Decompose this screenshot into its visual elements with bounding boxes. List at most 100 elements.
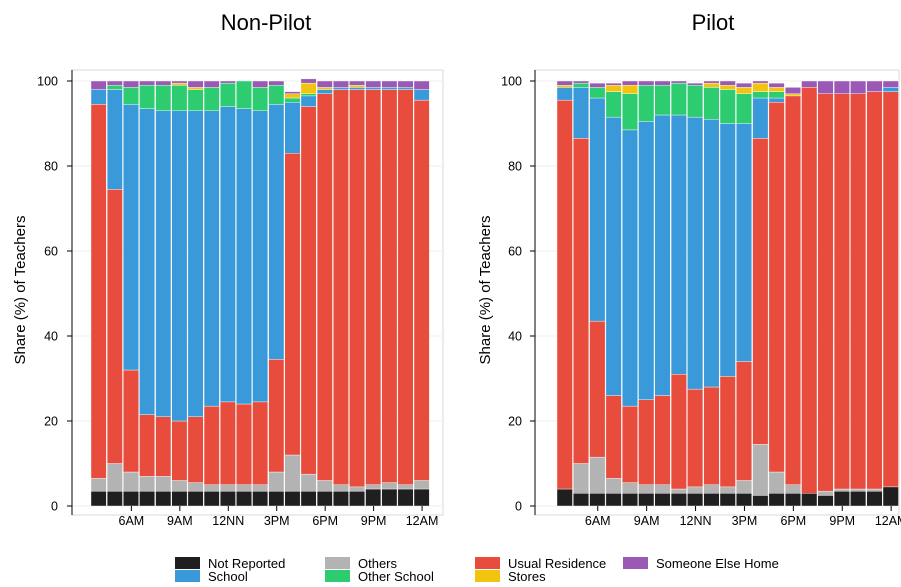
non-pilot-bar-segment-school: [187, 110, 204, 417]
pilot-bar-segment-not-reported: [605, 493, 622, 507]
non-pilot-bar-segment-other-school: [284, 97, 301, 103]
legend-swatch-other-school: [325, 570, 350, 582]
pilot-bar-segment-stores: [622, 85, 638, 94]
non-pilot-bar-segment-not-reported: [155, 490, 172, 507]
pilot-bar-segment-others: [719, 486, 736, 494]
non-pilot-bar-segment-someone-else-home: [106, 80, 123, 86]
non-pilot-bar-segment-other-school: [106, 85, 123, 90]
legend-label-others: Others: [358, 556, 398, 571]
pilot-bar-segment-others: [589, 456, 606, 494]
non-pilot-bar-segment-others: [381, 482, 398, 490]
pilot-bar-segment-someone-else-home: [801, 80, 818, 88]
pilot-bar-segment-others: [670, 488, 687, 494]
pilot-bar-segment-usual-residence: [768, 102, 785, 473]
pilot-bar-segment-stores: [785, 93, 801, 97]
non-pilot-bar-segment-not-reported: [300, 490, 317, 507]
pilot-bar-segment-someone-else-home: [687, 82, 704, 86]
pilot-bar-segment-someone-else-home: [589, 82, 606, 88]
non-pilot-bar-segment-usual-residence: [236, 403, 252, 485]
non-pilot-bar-segment-usual-residence: [123, 369, 139, 473]
pilot-bar-segment-usual-residence: [817, 93, 834, 492]
non-pilot-bar-segment-school: [171, 110, 188, 422]
non-pilot-bar-segment-others: [268, 471, 285, 492]
non-pilot-y-tick-label: 80: [44, 160, 58, 174]
non-pilot-bar-segment-someone-else-home: [268, 80, 285, 86]
pilot-bar-segment-school: [768, 97, 785, 103]
non-pilot-bar-segment-stores: [316, 87, 333, 90]
pilot-bar-segment-school: [589, 97, 606, 322]
non-pilot-y-tick-label: 60: [44, 245, 58, 259]
non-pilot-x-tick-label: 12AM: [406, 514, 439, 528]
pilot-bar-segment-school: [736, 123, 752, 362]
pilot-bar-segment-not-reported: [833, 490, 850, 507]
legend-swatch-school: [175, 570, 200, 582]
pilot-bar-segment-other-school: [605, 91, 622, 118]
non-pilot-bar-segment-others: [236, 484, 252, 492]
non-pilot-bar-segment-others: [123, 471, 139, 492]
legend-swatch-stores: [475, 570, 500, 582]
pilot-bar-segment-not-reported: [670, 493, 687, 507]
pilot-bar-segment-usual-residence: [882, 91, 899, 488]
non-pilot-bar-segment-usual-residence: [155, 416, 172, 477]
non-pilot-bar-segment-school: [316, 89, 333, 94]
non-pilot-bar-segment-others: [155, 476, 172, 492]
pilot-bar-segment-someone-else-home: [817, 80, 834, 94]
non-pilot-x-tick-label: 12NN: [212, 514, 244, 528]
pilot-y-ticks: 0 20 40 60 80 100: [501, 70, 536, 515]
pilot-bar-segment-not-reported: [882, 486, 899, 507]
legend-label-stores: Stores: [508, 569, 546, 584]
non-pilot-bar-segment-school: [349, 87, 365, 90]
non-pilot-panel: Non-Pilot Share (%) of Teachers 0 20 40 60 8…: [12, 10, 444, 528]
non-pilot-bar-segment-not-reported: [203, 490, 220, 507]
non-pilot-bar-segment-usual-residence: [252, 401, 269, 485]
non-pilot-bar-segment-someone-else-home: [171, 80, 188, 84]
pilot-bar-segment-others: [785, 484, 801, 494]
pilot-bar-segment-usual-residence: [589, 320, 606, 458]
non-pilot-bar-segment-someone-else-home: [397, 80, 414, 88]
pilot-bar-segment-school: [703, 119, 720, 388]
pilot-bar-segment-usual-residence: [866, 91, 883, 490]
pilot-bar-segment-others: [752, 444, 769, 496]
pilot-bar-segment-usual-residence: [833, 93, 850, 490]
pilot-bar-segment-school: [654, 114, 671, 396]
non-pilot-bar-segment-school: [333, 87, 349, 90]
pilot-bar-segment-other-school: [736, 93, 752, 124]
non-pilot-y-ticks: 0 20 40 60 80 100: [37, 70, 73, 515]
pilot-bar-segment-not-reported: [589, 493, 606, 507]
non-pilot-bar-segment-someone-else-home: [284, 91, 301, 94]
pilot-bar-segment-someone-else-home: [785, 87, 801, 94]
pilot-bar-segment-usual-residence: [638, 399, 655, 485]
non-pilot-bar-segment-someone-else-home: [333, 80, 349, 88]
pilot-bar-segment-someone-else-home: [752, 80, 769, 84]
pilot-bar-segment-others: [768, 471, 785, 494]
pilot-bar-segment-someone-else-home: [703, 80, 720, 84]
non-pilot-bar-segment-school: [155, 110, 172, 417]
non-pilot-bar-segment-other-school: [252, 87, 269, 111]
pilot-bar-segment-other-school: [654, 85, 671, 116]
non-pilot-bar-segment-other-school: [139, 85, 155, 109]
non-pilot-x-tick-label: 6PM: [312, 514, 338, 528]
pilot-bar-segment-someone-else-home: [719, 80, 736, 86]
non-pilot-bar-segment-other-school: [155, 85, 172, 111]
pilot-bar-segment-someone-else-home: [654, 80, 671, 86]
pilot-bar-segment-school: [556, 87, 573, 101]
pilot-bar-segment-someone-else-home: [833, 80, 850, 94]
non-pilot-bar-segment-others: [252, 484, 269, 492]
non-pilot-bar-segment-other-school: [219, 82, 236, 107]
non-pilot-bar-segment-school: [284, 102, 301, 154]
legend-swatch-someone-else-home: [623, 557, 648, 569]
pilot-bar-segment-not-reported: [785, 493, 801, 507]
pilot-bar-segment-not-reported: [866, 490, 883, 507]
pilot-bar-segment-stores: [719, 85, 736, 90]
pilot-bar-segment-usual-residence: [556, 99, 573, 490]
pilot-bar-segment-usual-residence: [687, 388, 704, 488]
pilot-x-tick-label: 6AM: [585, 514, 611, 528]
pilot-bar-segment-not-reported: [573, 493, 589, 507]
non-pilot-bar-segment-not-reported: [187, 490, 204, 507]
non-pilot-bar-segment-usual-residence: [90, 104, 107, 479]
pilot-bar-segment-not-reported: [654, 493, 671, 507]
pilot-x-tick-label: 6PM: [780, 514, 806, 528]
non-pilot-y-tick-label: 100: [37, 75, 58, 89]
pilot-y-tick-label: 100: [501, 75, 522, 89]
